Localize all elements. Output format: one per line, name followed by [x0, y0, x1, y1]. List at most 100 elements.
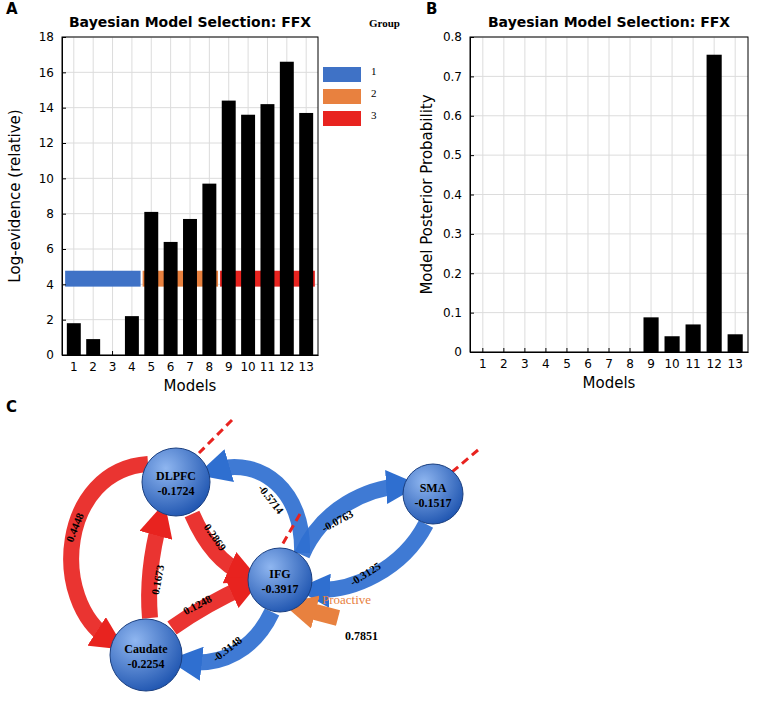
panel-label: B — [426, 0, 437, 18]
bar — [299, 113, 313, 355]
bar — [728, 334, 743, 352]
tick-label: 4 — [46, 278, 54, 292]
tick-label: 12 — [39, 136, 54, 150]
legend-label: 3 — [371, 109, 377, 121]
y-axis: 00.10.20.30.40.50.60.70.8 — [443, 30, 474, 359]
tick-label: 13 — [299, 360, 314, 374]
tick-mark — [131, 351, 132, 355]
tick: 0.5 — [443, 148, 474, 162]
tick: 10 — [240, 351, 255, 374]
tick-label: 11 — [685, 357, 700, 371]
tick-mark — [470, 352, 474, 353]
bar — [144, 212, 158, 355]
tick: 11 — [260, 351, 275, 374]
tick-mark — [62, 37, 66, 38]
tick: 2 — [46, 313, 66, 327]
tick-mark — [306, 351, 307, 355]
tick-label: 18 — [39, 30, 54, 44]
tick-mark — [62, 284, 66, 285]
tick: 16 — [39, 66, 66, 80]
tick-label: 0.8 — [443, 30, 462, 44]
edge-labels: 0.44480.28690.16730.1248-0.5714-0.0763-0… — [63, 482, 383, 664]
tick-label: 6 — [167, 360, 175, 374]
tick: 11 — [685, 348, 700, 371]
tick-label: 3 — [109, 360, 117, 374]
node-value: -0.1724 — [158, 484, 195, 498]
tick-label: 5 — [563, 357, 571, 371]
tick-mark — [62, 355, 66, 356]
tick-label: 10 — [664, 357, 679, 371]
tick: 14 — [39, 101, 66, 115]
tick-mark — [62, 178, 66, 179]
tick-mark — [672, 348, 673, 352]
driving-input — [282, 514, 300, 545]
tick-mark — [470, 116, 474, 117]
connection-arrow — [71, 464, 148, 640]
bar — [86, 339, 100, 355]
tick: 10 — [39, 172, 66, 186]
input-label: Proactive — [322, 592, 371, 607]
tick-mark — [73, 351, 74, 355]
tick: 8 — [206, 351, 214, 374]
group-band — [65, 271, 140, 287]
tick: 4 — [542, 348, 550, 371]
tick-mark — [651, 348, 652, 352]
bar — [125, 316, 139, 355]
tick: 7 — [605, 348, 613, 371]
node-label: SMA — [420, 481, 447, 495]
tick-mark — [735, 348, 736, 352]
connection-arrow — [192, 514, 244, 574]
tick-mark — [62, 143, 66, 144]
tick-label: 2 — [500, 357, 508, 371]
plot-frame — [62, 37, 318, 355]
plot-frame — [470, 37, 748, 352]
tick: 0.7 — [443, 70, 474, 84]
tick-label: 5 — [147, 360, 155, 374]
bar — [202, 184, 216, 355]
tick: 1 — [479, 348, 487, 371]
panel-label: A — [6, 0, 18, 18]
legend-swatch — [323, 89, 361, 104]
region-node — [403, 464, 463, 524]
tick-mark — [609, 348, 610, 352]
tick: 7 — [186, 351, 194, 374]
tick-label: 10 — [39, 172, 54, 186]
tick-label: 0.1 — [443, 306, 462, 320]
tick-mark — [93, 351, 94, 355]
tick-label: 13 — [728, 357, 743, 371]
bar — [67, 323, 81, 355]
bar — [260, 104, 274, 355]
tick-label: 9 — [647, 357, 655, 371]
nodes: DLPFC-0.1724SMA-0.1517IFG-0.3917Caudate-… — [110, 448, 463, 691]
tick: 12 — [707, 348, 722, 371]
connection-arrow — [172, 586, 246, 628]
tick-mark — [470, 313, 474, 314]
tick-label: 1 — [70, 360, 78, 374]
x-axis-title: Models — [164, 377, 217, 395]
tick-label: 14 — [39, 101, 54, 115]
tick: 10 — [664, 348, 679, 371]
figure: ABC12345678910111213024681012141618Bayes… — [0, 0, 767, 703]
grid-line — [735, 37, 736, 352]
tick: 0 — [46, 348, 66, 362]
tick-label: 3 — [521, 357, 529, 371]
region-node — [110, 619, 182, 691]
edge-label: 0.2869 — [202, 521, 229, 553]
node-label: Caudate — [124, 642, 168, 656]
tick-mark — [170, 351, 171, 355]
bar — [222, 101, 236, 355]
tick: 9 — [647, 348, 655, 371]
y-axis: 024681012141618 — [39, 30, 66, 362]
tick-mark — [714, 348, 715, 352]
legend-swatch — [323, 67, 361, 82]
tick: 1 — [70, 351, 78, 374]
y-axis-title: Log-evidence (relative) — [6, 109, 24, 282]
tick: 8 — [626, 348, 634, 371]
bar — [686, 324, 701, 352]
panel-label: C — [6, 398, 17, 416]
tick-mark — [62, 214, 66, 215]
tick-label: 8 — [206, 360, 214, 374]
tick-label: 8 — [46, 207, 54, 221]
tick-label: 0.3 — [443, 227, 462, 241]
tick-mark — [248, 351, 249, 355]
